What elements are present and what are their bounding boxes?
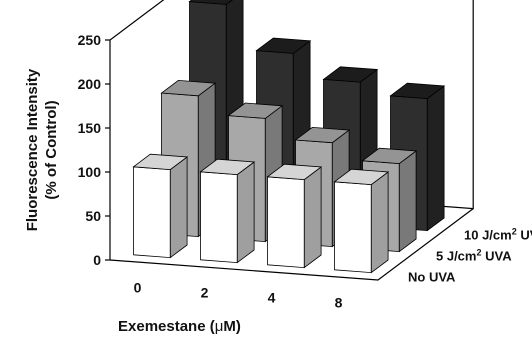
x-axis-title-pre: Exemestane ( <box>118 318 215 335</box>
y-tick-label: 100 <box>78 164 102 180</box>
bar-side <box>236 161 255 264</box>
bar-top <box>333 168 390 186</box>
series-label: 10 J/cm2 UVA <box>464 227 532 243</box>
bar-front <box>133 166 171 259</box>
x-axis-title: Exemestane (μM) <box>118 318 241 335</box>
y-tick-label: 50 <box>85 208 101 224</box>
bar-top <box>294 126 351 144</box>
x-tick-label: 0 <box>134 280 142 296</box>
y-tick-label: 200 <box>78 76 102 92</box>
bar-side <box>303 166 322 269</box>
bar-side <box>426 85 445 232</box>
bar-side <box>398 150 417 253</box>
bar-top <box>361 147 418 165</box>
bar-side <box>370 171 389 274</box>
bar <box>266 163 323 269</box>
y-axis-title-line1: Fluorescence Intensity <box>24 68 41 232</box>
bar-front <box>334 181 372 274</box>
bar-front <box>267 176 305 269</box>
y-axis-title: Fluorescence Intensity (% of Control) <box>2 20 82 280</box>
y-tick-label: 250 <box>78 32 102 48</box>
x-tick-label: 4 <box>268 290 276 306</box>
floor <box>109 208 474 281</box>
bar <box>199 158 256 264</box>
series-label: 5 J/cm2 UVA <box>436 248 512 264</box>
x-tick-label: 8 <box>335 295 343 311</box>
bar <box>132 153 189 259</box>
bar-top <box>160 79 217 97</box>
x-axis-title-post: M) <box>223 318 241 335</box>
y-tick-label: 150 <box>78 120 102 136</box>
bar-top <box>266 163 323 181</box>
x-tick-label: 2 <box>201 285 209 301</box>
bar-top <box>199 158 256 176</box>
x-axis-title-mu: μ <box>214 318 224 335</box>
bar-side <box>169 156 188 259</box>
bar-top <box>255 37 312 54</box>
bar-top <box>188 0 233 5</box>
y-axis-title-line2: (% of Control) <box>43 100 60 200</box>
bar-top <box>227 102 284 119</box>
series-label: No UVA <box>408 270 456 285</box>
bar-top <box>389 82 446 100</box>
y-tick-label: 0 <box>93 252 101 268</box>
bar <box>333 168 390 274</box>
bar-top <box>132 153 189 171</box>
bar-top <box>322 66 379 83</box>
bar-front <box>200 171 238 264</box>
